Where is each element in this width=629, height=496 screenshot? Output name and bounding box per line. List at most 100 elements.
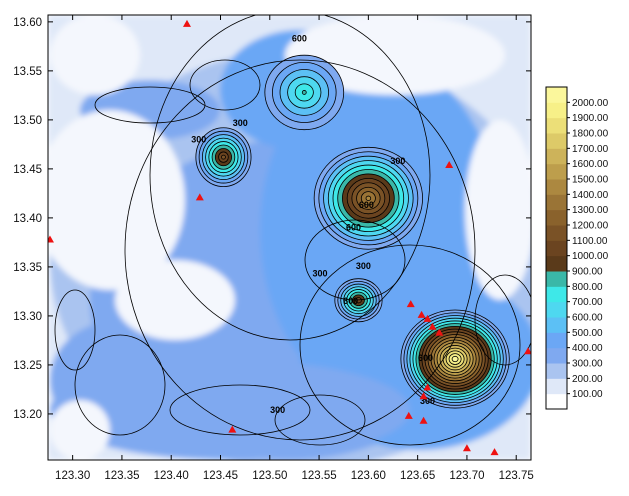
contour-line: [195, 127, 252, 187]
station-marker: [428, 322, 437, 330]
contour-line: [451, 355, 459, 363]
terrain-layer: [48, 15, 531, 460]
colorbar-swatch: [546, 378, 567, 395]
contour-line: [279, 69, 329, 116]
contour-line: [189, 59, 261, 111]
colorbar-swatch: [546, 163, 567, 180]
contour-layer: [54, 15, 531, 446]
contour-line: [313, 146, 423, 250]
colorbar-swatch: [546, 225, 567, 241]
contour-line: [264, 54, 345, 131]
x-tick-label: 123.65: [400, 470, 435, 482]
contour-line: [287, 76, 322, 109]
contour-label: 300: [270, 405, 285, 415]
terrain-gap: [50, 400, 110, 460]
contour-line: [54, 289, 96, 371]
colorbar-label: 1400.00: [572, 190, 609, 201]
colorbar-swatch: [546, 332, 567, 349]
contour-line: [439, 345, 471, 374]
colorbar-label: 1500.00: [572, 175, 609, 186]
x-tick-label: 123.55: [301, 470, 336, 482]
contour-line: [351, 182, 386, 215]
contour-line: [427, 334, 483, 384]
contour-line: [342, 173, 395, 224]
colorbar-swatch: [546, 240, 567, 257]
colorbar-label: 1600.00: [572, 159, 609, 170]
y-tick-label: 13.30: [13, 311, 42, 323]
contour-line: [356, 186, 381, 210]
peak-fill: [366, 196, 371, 201]
colorbar-swatch: [546, 117, 567, 134]
colorbar-label: 1800.00: [572, 129, 609, 140]
contour-line: [424, 331, 486, 387]
contour-line: [337, 169, 400, 228]
contour-line: [332, 164, 405, 232]
colorbar-label: 600.00: [572, 313, 603, 324]
plot-frame: [47, 14, 532, 461]
contour-line: [74, 334, 166, 436]
y-axis: 13.20 13.25 13.30 13.35 13.40 13.45 13.50 13.55…: [13, 17, 531, 421]
station-marker: [404, 411, 413, 419]
terrain-gap: [465, 120, 531, 300]
colorbar-label: 400.00: [572, 343, 603, 354]
colorbar-swatch: [546, 209, 567, 226]
x-tick-label: 123.50: [252, 470, 287, 482]
contour-line: [198, 130, 249, 184]
contour-line: [403, 312, 507, 406]
x-tick-label: 123.60: [351, 470, 386, 482]
contour-line: [169, 384, 311, 436]
x-tick-label: 123.45: [203, 470, 238, 482]
contour-line: [346, 289, 371, 312]
y-tick-label: 13.55: [13, 66, 42, 78]
station-marker: [195, 193, 204, 201]
contour-line: [205, 137, 242, 177]
contour-labels: 300 300 600 300 600 600 300 300 600 600 300 300: [191, 33, 435, 414]
contour-line: [412, 320, 498, 398]
contour-line: [436, 342, 474, 376]
station-markers: [48, 19, 531, 456]
y-tick-label: 13.50: [13, 115, 42, 127]
y-tick-label: 13.40: [13, 213, 42, 225]
contour-line: [323, 155, 414, 241]
contour-line: [448, 353, 462, 365]
y-tick-label: 13.45: [13, 164, 42, 176]
contour-line: [149, 15, 431, 341]
colorbar-label: 1200.00: [572, 221, 609, 232]
contour-line: [474, 274, 531, 366]
contour-line: [299, 244, 521, 446]
colorbar-swatch: [546, 363, 567, 379]
colorbar-label: 2000.00: [572, 98, 609, 109]
station-marker: [417, 310, 426, 318]
colorbar-label: 300.00: [572, 359, 603, 370]
colorbar-label: 200.00: [572, 374, 603, 385]
contour-line: [349, 291, 368, 309]
contour-line: [211, 144, 236, 170]
x-tick-label: 123.30: [55, 470, 90, 482]
y-tick-label: 13.20: [13, 409, 42, 421]
contour-line: [272, 61, 337, 123]
contour-label: 300: [191, 134, 206, 144]
contour-label: 300: [313, 269, 328, 279]
y-tick-label: 13.35: [13, 262, 42, 274]
station-marker: [445, 160, 454, 168]
colorbar-swatch: [546, 286, 567, 303]
colorbar-swatch: [546, 393, 567, 410]
contour-line: [418, 325, 492, 393]
contour-label: 600: [343, 296, 358, 306]
contour-line: [94, 86, 206, 124]
contour-line: [445, 350, 465, 368]
contour-line: [274, 394, 366, 446]
station-marker: [182, 19, 191, 27]
contour-line: [327, 160, 409, 237]
contour-line: [221, 154, 226, 160]
colorbar-swatch: [546, 102, 567, 119]
contour-line: [334, 278, 383, 323]
station-marker: [462, 444, 471, 452]
colorbar-swatch: [546, 148, 567, 165]
contour-line: [415, 323, 495, 395]
colorbar-swatch: [546, 347, 567, 364]
colorbar-swatch: [546, 317, 567, 333]
x-tick-label: 123.35: [104, 470, 139, 482]
station-marker: [228, 425, 237, 433]
